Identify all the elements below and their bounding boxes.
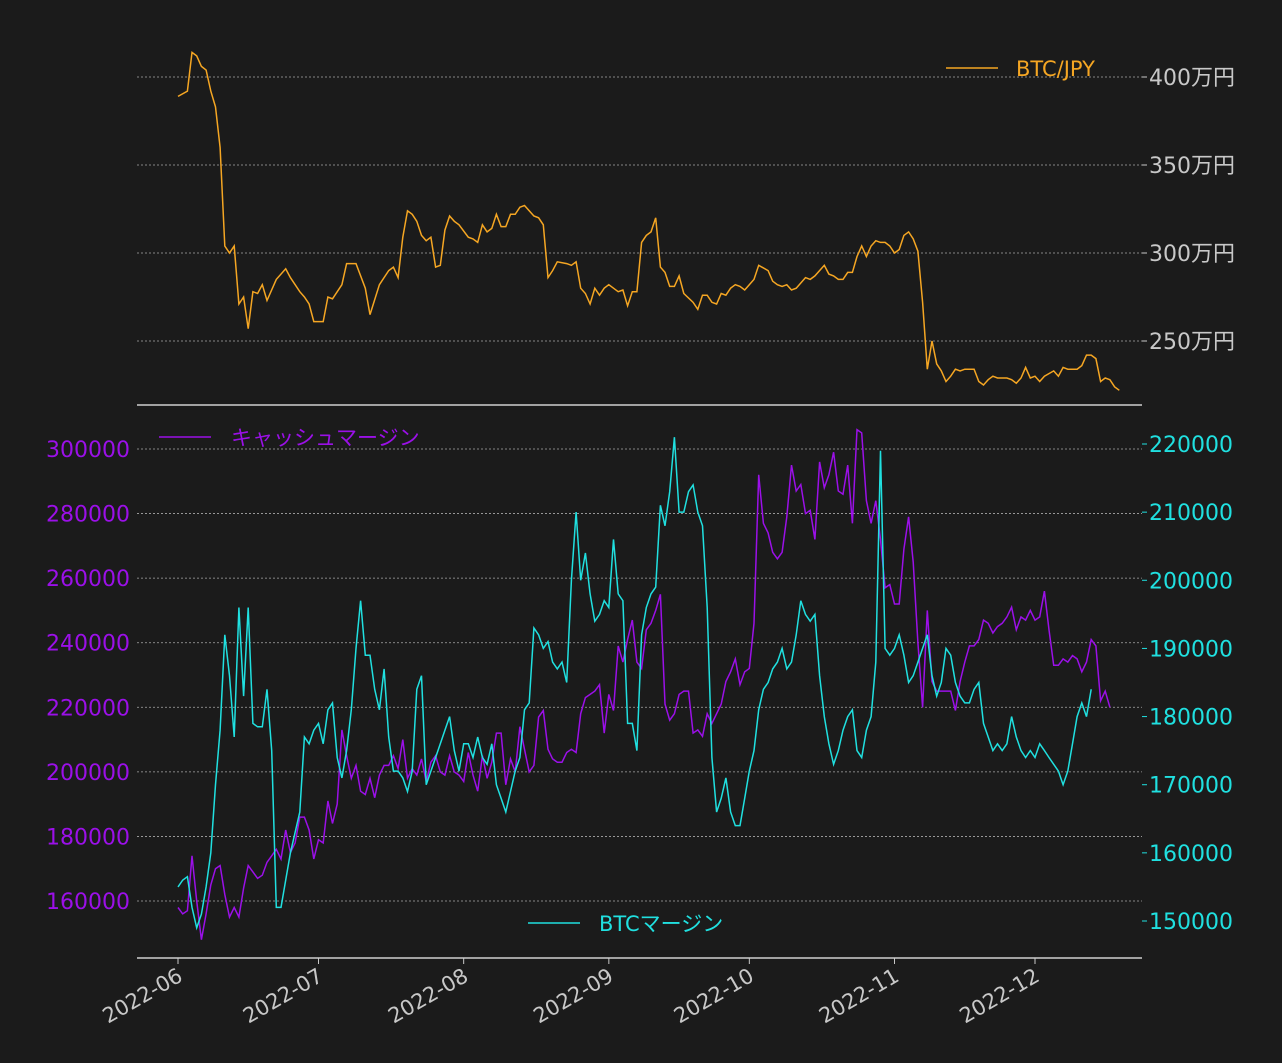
top-gridlines bbox=[137, 76, 1142, 342]
top-y-tick-label: 300万円 bbox=[1149, 242, 1235, 267]
left-y-tick-label: 200000 bbox=[46, 761, 130, 786]
cash-margin-line bbox=[177, 428, 1111, 940]
left-y-tick-label: 260000 bbox=[46, 567, 130, 592]
left-y-tick-label: 240000 bbox=[46, 632, 130, 657]
right-y-tick-label: 160000 bbox=[1149, 842, 1233, 867]
top-panel: 250万円 300万円 350万円 400万円 BTC/JPY bbox=[137, 51, 1235, 391]
right-y-tick-label: 200000 bbox=[1149, 569, 1233, 594]
btc-jpy-legend-label: BTC/JPY bbox=[1016, 57, 1095, 81]
btc-margin-legend: BTCマージン bbox=[528, 912, 723, 936]
right-y-tick-label: 190000 bbox=[1149, 637, 1233, 662]
top-y-tick-label: 350万円 bbox=[1149, 154, 1235, 179]
left-y-tick-label: 220000 bbox=[46, 696, 130, 721]
btc-margin-line bbox=[177, 437, 1092, 931]
left-y-tick-label: 180000 bbox=[46, 825, 130, 850]
top-y-axis: 250万円 300万円 350万円 400万円 bbox=[1142, 66, 1235, 355]
right-y-tick-label: 150000 bbox=[1149, 910, 1233, 935]
right-y-tick-label: 170000 bbox=[1149, 774, 1233, 799]
btc-jpy-line bbox=[177, 51, 1120, 391]
btc-margin-legend-label: BTCマージン bbox=[599, 912, 723, 936]
bottom-gridlines bbox=[137, 448, 1142, 902]
right-y-tick-label: 220000 bbox=[1149, 433, 1233, 458]
top-y-tick-label: 250万円 bbox=[1149, 330, 1235, 355]
left-y-tick-label: 300000 bbox=[46, 438, 130, 463]
right-y-axis: 150000 160000 170000 180000 190000 200000 2100… bbox=[1142, 433, 1233, 935]
right-y-tick-label: 180000 bbox=[1149, 706, 1233, 731]
top-y-tick-label: 400万円 bbox=[1149, 66, 1235, 91]
left-y-tick-label: 280000 bbox=[46, 503, 130, 528]
top-legend: BTC/JPY bbox=[946, 57, 1095, 81]
cash-margin-legend-label: キャッシュマージン bbox=[231, 426, 420, 450]
left-y-axis: 160000 180000 200000 220000 240000 260000 2800… bbox=[46, 438, 130, 915]
cash-margin-legend: キャッシュマージン bbox=[159, 426, 420, 450]
right-y-tick-label: 210000 bbox=[1149, 501, 1233, 526]
left-y-tick-label: 160000 bbox=[46, 890, 130, 915]
